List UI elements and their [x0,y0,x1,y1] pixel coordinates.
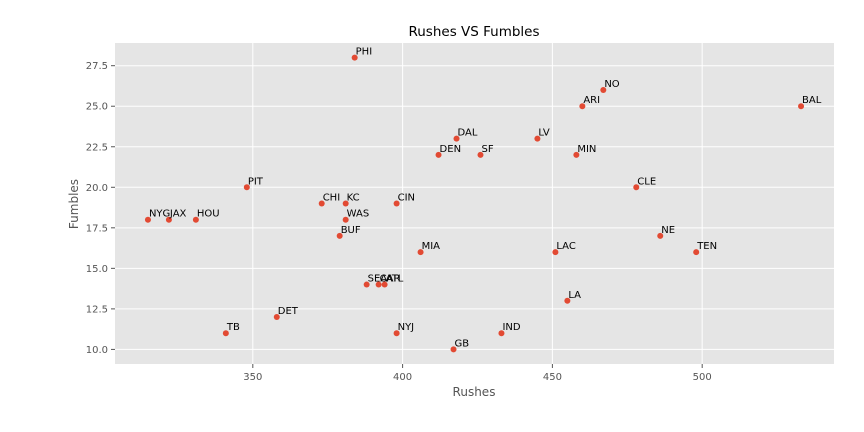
point-label-sea: SEA [368,274,388,285]
y-tick-label: 27.5 [86,61,108,72]
point-label-mia: MIA [422,241,441,252]
grid-lines [115,43,834,364]
point-label-ne: NE [661,225,675,236]
y-axis-ticks: 10.0 12.5 15.0 17.5 20.0 22.5 25.0 27.5 [86,61,115,356]
data-point-sf [477,151,484,158]
data-point-sea [363,281,370,288]
data-point-det [273,313,280,320]
data-point-lv [534,135,541,142]
data-point-la [564,297,571,304]
data-point-ne [657,232,664,239]
data-point-gb [450,346,457,353]
point-label-lac: LAC [556,241,575,252]
point-label-tb: TB [226,322,240,333]
point-label-car: CAR [380,274,401,285]
point-label-was: WAS [347,209,370,220]
data-point-den [435,151,442,158]
point-label-phi: PHI [356,47,373,58]
point-label-cin: CIN [398,193,415,204]
point-labels: PHI NO ARI BAL DAL LV DEN SF MIN PIT CLE CHI KC CIN NY… [149,47,822,350]
point-label-jax: JAX [169,209,187,220]
data-point-ten [693,249,700,256]
point-label-ari: ARI [583,95,600,106]
x-axis-label: Rushes [453,385,496,399]
data-point-nyg [144,216,151,223]
point-label-kc: KC [347,193,360,204]
chart-title: Rushes VS Fumbles [408,24,539,40]
y-tick-label: 17.5 [86,223,108,234]
data-point-ari [579,103,586,110]
x-tick-label: 400 [393,372,412,383]
point-label-ten: TEN [696,241,717,252]
point-label-min: MIN [577,144,596,155]
data-point-pit [243,184,250,191]
y-tick-label: 25.0 [86,102,108,113]
point-label-no: NO [604,79,619,90]
data-point-mia [417,249,424,256]
data-point-car [375,281,382,288]
data-point-ind [498,330,505,337]
point-label-gb: GB [455,338,470,349]
y-axis-label: Fumbles [67,179,81,229]
data-point-cin [393,200,400,207]
data-point-buf [336,232,343,239]
plot-area [115,43,834,364]
data-point-bal [798,103,805,110]
point-label-den: DEN [440,144,462,155]
point-label-ind: IND [502,322,520,333]
data-point-was [342,216,349,223]
point-label-chi: CHI [323,193,340,204]
point-label-pit: PIT [248,176,264,187]
point-label-bal: BAL [802,95,822,106]
point-label-buf: BUF [341,225,361,236]
data-point-hou [192,216,199,223]
data-points [144,54,805,353]
data-point-chi [318,200,325,207]
point-label-det: DET [278,306,299,317]
point-label-lv: LV [538,128,549,139]
point-label-nyg: NYG [149,209,170,220]
y-tick-label: 20.0 [86,183,108,194]
data-point-kc [342,200,349,207]
data-point-jax [165,216,172,223]
data-point-no [600,87,607,94]
x-tick-label: 350 [243,372,262,383]
x-axis-ticks: 350 400 450 500 [243,364,712,383]
data-point-atl [381,281,388,288]
data-point-tb [222,330,229,337]
point-label-atl: ATL [386,274,404,285]
point-label-cle: CLE [637,176,656,187]
data-point-dal [453,135,460,142]
point-label-sf: SF [481,144,493,155]
data-point-min [573,151,580,158]
x-tick-label: 450 [543,372,562,383]
y-tick-label: 15.0 [86,264,108,275]
data-point-cle [633,184,640,191]
y-tick-label: 22.5 [86,142,108,153]
y-tick-label: 10.0 [86,345,108,356]
point-label-nyj: NYJ [398,322,415,333]
point-label-dal: DAL [458,128,478,139]
point-label-hou: HOU [197,209,220,220]
data-point-lac [552,249,559,256]
point-label-la: LA [568,290,581,301]
data-point-nyj [393,330,400,337]
data-point-phi [351,54,358,61]
x-tick-label: 500 [693,372,712,383]
y-tick-label: 12.5 [86,304,108,315]
